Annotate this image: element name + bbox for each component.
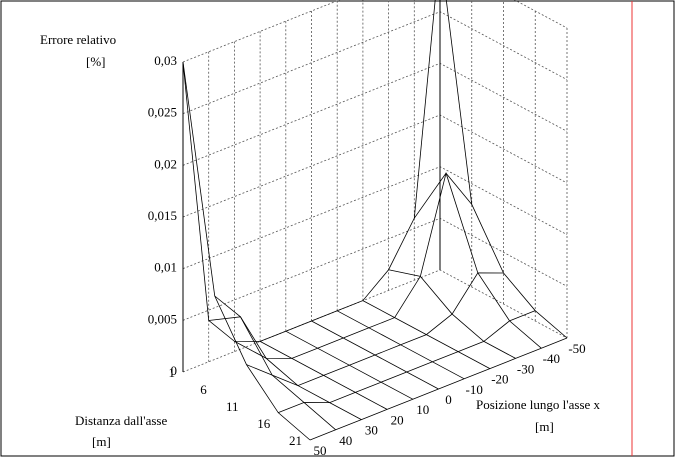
x-label: Posizione lungo l'asse x (476, 397, 601, 412)
grid-line (182, 62, 568, 166)
x-tick-label: 20 (391, 412, 404, 427)
z-tick-label: 0,025 (148, 105, 177, 120)
z-tick-label: 0,005 (148, 311, 177, 326)
surface-column (311, 320, 439, 390)
grid-line (182, 114, 568, 218)
z-tick-label: 0,015 (148, 208, 177, 223)
y-tick-label: 21 (289, 433, 302, 448)
x-tick-label: 50 (314, 443, 327, 457)
x-tick-label: 0 (445, 392, 452, 407)
surface-row (246, 272, 504, 387)
grid-line (182, 166, 568, 270)
x-tick-label: -20 (491, 372, 508, 387)
surface-column (234, 340, 362, 420)
z-unit: [%] (86, 54, 106, 69)
surface-column (208, 316, 336, 431)
surface-column (413, 172, 542, 349)
y-tick-label: 11 (226, 399, 239, 414)
x-tick-label: -10 (466, 382, 483, 397)
y-tick-label: 6 (200, 382, 207, 397)
z-tick-label: 0 (171, 363, 178, 378)
x-unit: [m] (535, 419, 554, 434)
surface-column (182, 61, 311, 441)
surface-row (214, 172, 473, 359)
y-tick-label: 16 (257, 416, 271, 431)
surface-column (337, 310, 465, 380)
surface-column (259, 341, 388, 410)
x-tick-label: -30 (517, 361, 534, 376)
y-unit: [m] (92, 434, 111, 449)
z-tick-label: 0,01 (154, 260, 177, 275)
x-tick-label: 40 (339, 433, 352, 448)
x-tick-label: 10 (416, 402, 429, 417)
z-label: Errore relativo (40, 32, 116, 47)
grid-line (182, 11, 568, 115)
z-tick-label: 0,03 (154, 53, 177, 68)
surface-column (388, 269, 516, 359)
z-tick-label: 0,02 (154, 156, 177, 171)
surface-column (362, 300, 491, 369)
grid-line (182, 217, 568, 321)
y-label: Distanza dall'asse (75, 413, 167, 428)
x-tick-label: 30 (365, 423, 378, 438)
y-tick-label: 1 (169, 365, 176, 380)
grid-line (182, 0, 568, 63)
x-tick-label: -40 (543, 351, 560, 366)
x-tick-label: -50 (568, 341, 585, 356)
surface-column (285, 330, 413, 400)
surface-column (445, 0, 568, 339)
